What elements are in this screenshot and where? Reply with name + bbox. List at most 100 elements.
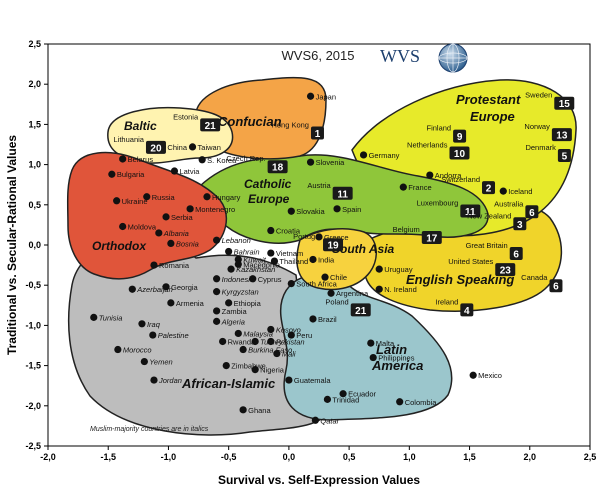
point-marker <box>119 222 127 231</box>
point-ghana: Ghana <box>239 406 271 415</box>
badge-australia: Australia 6 <box>494 199 539 219</box>
badge-country-label: Norway <box>524 122 550 131</box>
point-label: Trinidad <box>332 395 359 404</box>
point-tunisia: Tunisia <box>90 313 122 322</box>
point-cyprus: Cyprus <box>249 275 282 284</box>
point-label: Zimbabwe <box>231 362 266 371</box>
point-moldova: Moldova <box>119 223 157 232</box>
badge-value: 6 <box>513 250 519 261</box>
point-chile: Chile <box>321 273 347 282</box>
badge-value: 11 <box>465 207 476 218</box>
point-label: Azerbaijan <box>136 285 172 294</box>
badge-country-label: Ireland <box>435 297 458 306</box>
point-label: Lebanon <box>222 236 251 245</box>
point-label: Malaysia <box>243 329 273 338</box>
point-s-korea: S. Korea <box>198 156 237 165</box>
point-label: Argentina <box>336 289 369 298</box>
point-marker <box>219 337 227 346</box>
point-label: Guatemala <box>294 376 332 385</box>
badge-ireland: Ireland 4 <box>435 297 474 317</box>
point-palestine: Palestine <box>149 331 189 340</box>
point-label: Hungary <box>212 193 241 202</box>
badge-box <box>551 128 572 142</box>
badge-netherlands: Netherlands 10 <box>407 141 470 160</box>
point-label: Montenegro <box>195 205 235 214</box>
point-nigeria: Nigeria <box>251 366 285 375</box>
point-taiwan: Taiwan <box>188 143 221 152</box>
point-brazil: Brazil <box>309 315 337 324</box>
point-japan: Japan <box>306 92 336 101</box>
badge-value: 18 <box>272 163 284 174</box>
point-latvia: Latvia <box>170 167 200 176</box>
point-marker <box>306 92 315 100</box>
badge-country-label: Switzerland <box>441 175 480 184</box>
point-marker <box>251 337 259 346</box>
point-label: Iceland <box>508 187 532 196</box>
point-marker <box>309 255 317 264</box>
point-spain: Spain <box>333 205 361 214</box>
point-label: Kuwait <box>243 255 266 264</box>
point-marker <box>90 313 98 321</box>
point-marker <box>499 187 507 195</box>
point-label: Taiwan <box>198 143 221 152</box>
point-russia: Russia <box>143 193 176 202</box>
point-marker <box>150 261 158 269</box>
point-georgia: Georgia <box>162 283 199 292</box>
badge-sweden: Sweden 15 <box>525 91 575 110</box>
point-label: Indonesia <box>222 275 255 284</box>
point-marker <box>287 207 295 215</box>
badge-switzerland: Switzerland 2 <box>441 175 496 195</box>
point-marker <box>203 193 211 201</box>
point-serbia: Serbia <box>162 213 194 222</box>
point-label: Japan <box>316 92 336 101</box>
point-azerbaijan: Azerbaijan <box>128 285 173 294</box>
badge-box <box>323 238 344 252</box>
point-germany: Germany <box>359 151 400 160</box>
badge-box <box>557 148 571 162</box>
badge-box <box>509 247 523 261</box>
badge-value: 5 <box>562 151 568 162</box>
point-label: Mexico <box>478 371 502 380</box>
point-montenegro: Montenegro <box>186 205 235 214</box>
point-marker <box>167 239 175 247</box>
point-marker <box>225 247 233 256</box>
point-label: Vietnam <box>276 249 303 258</box>
point-label: Germany <box>369 151 400 160</box>
point-marker <box>321 273 329 281</box>
point-n-ireland: N. Ireland <box>375 285 417 294</box>
point-marker <box>119 155 127 163</box>
point-indonesia: Indonesia <box>213 275 254 284</box>
y-axis-label: Traditional vs. Secular-Rational Values <box>5 135 19 355</box>
y-tick-label: -1,5 <box>25 361 41 371</box>
point-marker <box>287 279 295 288</box>
point-croatia: Croatia <box>267 227 301 236</box>
point-kosovo: Kosovo <box>267 325 301 334</box>
point-albania: Albania <box>155 229 189 238</box>
point-label: France <box>408 183 431 192</box>
point-marker <box>309 315 317 323</box>
badge-country-label: Finland <box>426 124 451 133</box>
point-marker <box>323 395 332 403</box>
region-label-catholic-europe-1: Catholic <box>244 177 292 191</box>
point-colombia: Colombia <box>396 398 437 407</box>
badge-country-label: Canada <box>521 273 548 282</box>
point-label: Albania <box>163 229 189 238</box>
point-label: Ghana <box>248 406 271 415</box>
point-marker <box>114 345 122 354</box>
point-peru: Peru <box>287 331 312 340</box>
point-label: Spain <box>342 205 361 214</box>
x-tick-label: 1,0 <box>403 452 416 462</box>
point-marker <box>239 345 247 354</box>
point-label: Morocco <box>123 346 152 355</box>
point-marker <box>113 197 121 205</box>
region-label-protestant-europe-2: Europe <box>470 109 515 124</box>
badge-value: 20 <box>150 143 162 154</box>
point-marker <box>375 265 383 273</box>
point-marker <box>369 353 377 362</box>
chart-title: WVS6, 2015 <box>282 48 355 63</box>
point-label: Ecuador <box>348 390 376 399</box>
data-points: Japan China Taiwan S. Korea Latvia Belarus Bul… <box>90 92 532 425</box>
point-marker <box>285 376 293 384</box>
point-label: Ethiopia <box>234 299 262 308</box>
point-label: Burkina Faso <box>248 346 292 355</box>
